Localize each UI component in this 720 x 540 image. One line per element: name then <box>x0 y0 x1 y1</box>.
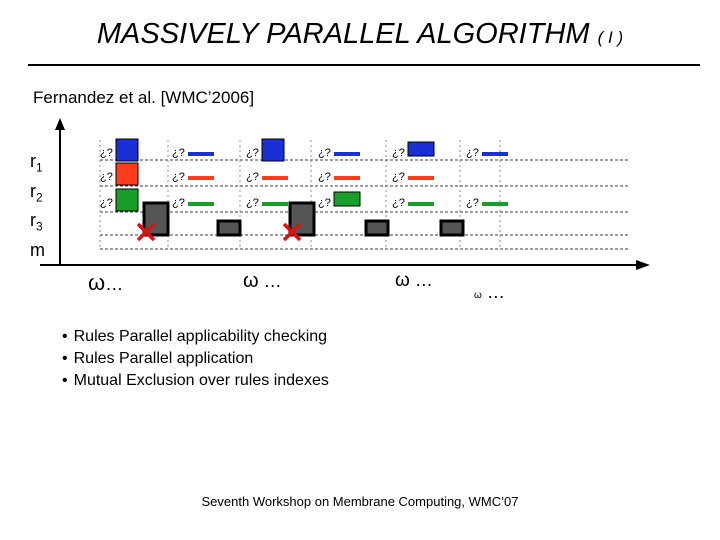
r3-rule-box <box>115 188 139 212</box>
row-label-r3: r3 <box>30 210 43 234</box>
r2-rule-bar <box>188 176 214 180</box>
check-mark-label: ¿? <box>172 171 185 183</box>
check-mark-label: ¿? <box>246 171 259 183</box>
r1-rule-box <box>261 138 285 162</box>
r1-rule-box <box>407 141 435 157</box>
check-mark-label: ¿? <box>466 197 479 209</box>
omega-label-3: ω … <box>395 270 433 291</box>
membrane-block <box>364 219 390 237</box>
omega-label-4: ω … <box>474 282 505 302</box>
reference: Fernandez et al. [WMC’2006] <box>33 88 255 107</box>
r2-rule-bar <box>334 176 360 180</box>
omega-label-2: ω … <box>243 270 282 292</box>
check-mark-label: ¿? <box>100 171 113 183</box>
row-label-m: m <box>30 239 45 260</box>
check-mark-label: ¿? <box>246 197 259 209</box>
title-main: MASSIVELY PARALLEL ALGORITHM <box>96 18 590 50</box>
bullet-list: Rules Parallel applicability checking Ru… <box>62 326 329 392</box>
r2-rule-bar <box>262 176 288 180</box>
time-step-column: ¿? ¿? <box>466 147 508 209</box>
vertical-axis-arrow <box>55 118 65 130</box>
membrane-block <box>439 219 465 237</box>
slide-title: MASSIVELY PARALLEL ALGORITHM ( I ) <box>0 18 720 51</box>
time-step-column: ¿? ¿? ¿? <box>392 141 465 237</box>
row-labels: r1 r2 r3 m <box>30 150 45 262</box>
check-mark-label: ¿? <box>100 197 113 209</box>
row-label-r1: r1 <box>30 151 43 175</box>
time-step-column: ¿? ¿? ¿? <box>100 138 170 242</box>
check-mark-label: ¿? <box>392 147 405 159</box>
r2-rule-bar <box>408 176 434 180</box>
check-mark-label: ¿? <box>172 147 185 159</box>
check-mark-label: ¿? <box>392 171 405 183</box>
conflict-cross-icon <box>282 222 302 242</box>
r1-rule-bar <box>188 152 214 156</box>
rule-cells: ¿? ¿? ¿? ¿? ¿? ¿? ¿? ¿? ¿? ¿? ¿? ¿? ¿? ¿? ¿? ¿? ¿? <box>100 138 508 242</box>
time-step-column: ¿? ¿? ¿? <box>246 138 316 242</box>
membrane-block <box>216 219 242 237</box>
r1-rule-box <box>115 138 139 162</box>
r3-rule-box <box>333 191 361 207</box>
axes <box>40 118 650 270</box>
r3-rule-bar <box>408 202 434 206</box>
r3-rule-bar <box>482 202 508 206</box>
bullet-item: Rules Parallel application <box>62 348 329 370</box>
check-mark-label: ¿? <box>318 197 331 209</box>
check-mark-label: ¿? <box>100 147 113 159</box>
conflict-cross-icon <box>136 222 156 242</box>
check-mark-label: ¿? <box>172 197 185 209</box>
r3-rule-bar <box>188 202 214 206</box>
row-label-r2: r2 <box>30 180 43 205</box>
title-underline <box>28 64 700 66</box>
time-step-column: ¿? ¿? ¿? <box>318 147 390 237</box>
check-mark-label: ¿? <box>246 147 259 159</box>
check-mark-label: ¿? <box>466 147 479 159</box>
footer: Seventh Workshop on Membrane Computing, … <box>201 494 519 509</box>
check-mark-label: ¿? <box>318 171 331 183</box>
check-mark-label: ¿? <box>318 147 331 159</box>
r3-rule-bar <box>262 202 288 206</box>
r1-rule-bar <box>334 152 360 156</box>
r2-rule-box <box>115 162 139 186</box>
r1-rule-bar <box>482 152 508 156</box>
bullet-item: Mutual Exclusion over rules indexes <box>62 370 329 392</box>
omega-label-1: ω… <box>88 270 124 295</box>
title-sub: ( I ) <box>597 28 624 47</box>
horizontal-axis-arrow <box>636 260 650 270</box>
time-step-column: ¿? ¿? ¿? <box>172 147 242 237</box>
check-mark-label: ¿? <box>392 197 405 209</box>
bullet-item: Rules Parallel applicability checking <box>62 326 329 348</box>
